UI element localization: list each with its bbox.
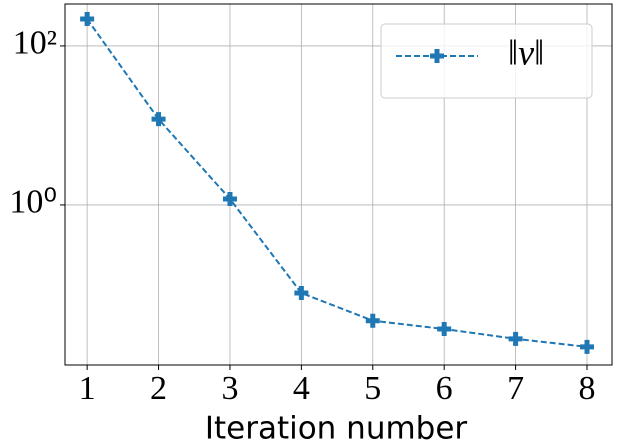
marker [508,331,523,346]
legend-marker [430,49,444,63]
legend-label: ‖v‖ [508,32,544,72]
y-tick-label: 10⁰ [9,184,57,221]
x-tick-label: 1 [79,370,96,407]
x-tick-label: 5 [364,370,381,407]
y-tick-label: 10² [13,25,57,62]
marker [437,322,452,337]
x-tick-label: 8 [579,370,596,407]
x-tick-label: 3 [221,370,238,407]
marker [580,339,595,354]
series-line [86,18,588,348]
x-tick-label: 2 [150,370,167,407]
x-tick-label: 4 [293,370,310,407]
plot-frame [64,3,613,366]
x-tick-label: 6 [436,370,453,407]
marker [365,313,380,328]
marker [80,12,95,27]
marker [151,112,166,127]
x-axis-label: Iteration number [205,411,468,447]
legend-box [380,23,593,99]
marker [294,286,309,301]
marker [222,191,237,206]
x-tick-label: 7 [507,370,524,407]
